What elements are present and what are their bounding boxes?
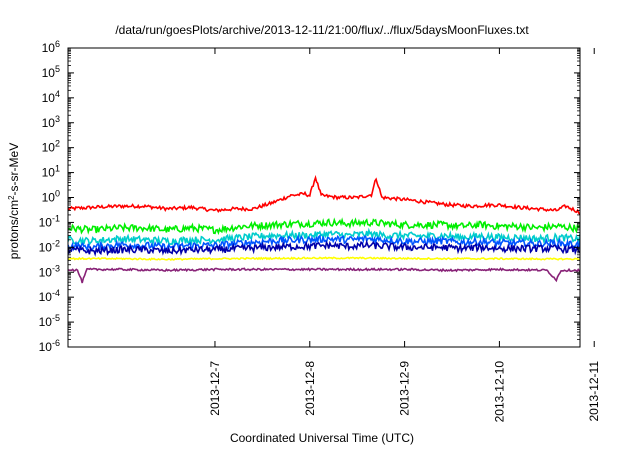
y-tick-label: 100 bbox=[42, 189, 60, 205]
x-axis-label: Coordinated Universal Time (UTC) bbox=[230, 431, 414, 445]
series-line-5 bbox=[68, 239, 580, 257]
y-tick-label: 101 bbox=[42, 164, 60, 180]
series-layer bbox=[68, 174, 580, 284]
y-tick-label: 10-4 bbox=[39, 288, 60, 304]
plot-frame bbox=[67, 47, 581, 348]
y-tick-label: 10-6 bbox=[39, 338, 60, 354]
series-line-2 bbox=[68, 217, 580, 236]
y-tick-label: 104 bbox=[42, 89, 60, 105]
x-axis-ticks: 2013-12-7 2013-12-8 2013-12-9 2013-12-10 201… bbox=[208, 48, 601, 422]
y-tick-label: 10-5 bbox=[39, 313, 60, 329]
y-tick-label: 10-2 bbox=[39, 238, 60, 254]
y-tick-label: 102 bbox=[42, 139, 60, 155]
y-tick-label: 10-1 bbox=[39, 213, 60, 229]
x-tick-label: 2013-12-8 bbox=[303, 361, 317, 416]
y-tick-label: 106 bbox=[42, 39, 60, 55]
x-tick-label: 2013-12-10 bbox=[492, 361, 506, 423]
series-line-1 bbox=[68, 174, 580, 216]
series-line-7 bbox=[68, 267, 580, 284]
x-tick-label: 2013-12-9 bbox=[398, 361, 412, 416]
series-line-6 bbox=[68, 256, 580, 262]
y-axis-ticks: 10-6 10-5 10-4 10-3 10-2 10-1 100 101 102 103 104 1… bbox=[39, 39, 580, 354]
series-line-3 bbox=[68, 227, 580, 247]
y-axis-label: protons/cm2-s-sr-MeV bbox=[7, 143, 22, 259]
y-tick-label: 10-3 bbox=[39, 263, 60, 279]
axes-layer bbox=[67, 47, 581, 348]
x-tick-label: 2013-12-7 bbox=[208, 361, 222, 416]
y-tick-label: 103 bbox=[42, 114, 60, 130]
y-tick-label: 105 bbox=[42, 64, 60, 80]
x-tick-label: 2013-12-11 bbox=[587, 361, 601, 422]
chart-title: /data/run/goesPlots/archive/2013-12-11/2… bbox=[115, 23, 529, 37]
